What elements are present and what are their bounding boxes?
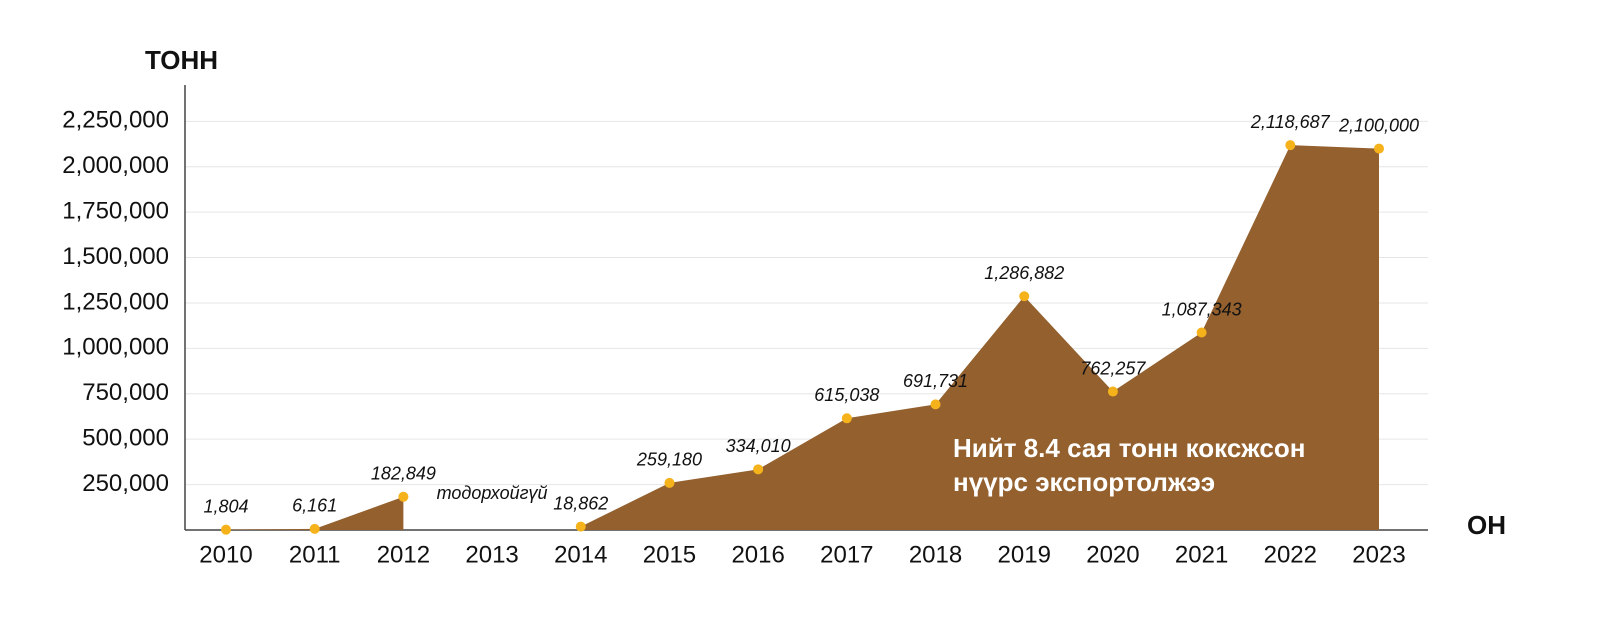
value-label: 2,118,687 — [1250, 112, 1331, 132]
note: нүүрс экспортолжээ — [953, 467, 1215, 497]
x-tick-label: 2016 — [731, 541, 784, 568]
x-tick-label: 2011 — [289, 541, 341, 568]
value-label: 334,010 — [726, 436, 791, 456]
data-point — [309, 523, 320, 534]
x-tick-label: 2017 — [820, 541, 873, 568]
value-label: 2,100,000 — [1338, 115, 1419, 135]
y-tick-label: 2,000,000 — [62, 152, 169, 179]
y-tick-label: 1,250,000 — [62, 288, 169, 315]
value-label: 182,849 — [371, 464, 436, 484]
y-tick-label: 2,250,000 — [62, 107, 169, 134]
value-label: 6,161 — [292, 496, 337, 516]
x-tick-label: 2018 — [909, 541, 962, 568]
x-tick-label: 2022 — [1264, 541, 1317, 568]
value-label: 18,862 — [553, 493, 608, 513]
data-point — [753, 464, 764, 475]
y-tick-label: 250,000 — [82, 470, 169, 497]
x-axis-label: ОН — [1467, 510, 1506, 540]
data-point — [841, 413, 852, 424]
x-tick-label: 2013 — [465, 541, 518, 568]
data-point — [398, 491, 409, 502]
data-point — [1019, 291, 1030, 302]
data-point — [1374, 143, 1384, 154]
value-label: 1,087,343 — [1162, 299, 1242, 319]
y-tick-label: 1,000,000 — [62, 334, 169, 361]
x-tick-label: 2023 — [1352, 541, 1405, 568]
value-label: 762,257 — [1080, 358, 1146, 378]
annotation: тодорхойгүй — [437, 483, 548, 503]
x-tick-label: 2015 — [643, 541, 696, 568]
data-point — [1196, 327, 1207, 338]
data-point — [930, 399, 941, 410]
x-tick-label: 2014 — [554, 541, 607, 568]
data-point — [664, 477, 675, 488]
note: Нийт 8.4 сая тонн коксжсон — [953, 433, 1305, 463]
area — [226, 496, 404, 530]
data-point — [1107, 386, 1118, 397]
value-label: 1,286,882 — [984, 263, 1064, 283]
y-tick-label: 750,000 — [82, 379, 169, 406]
y-tick-label: 500,000 — [82, 425, 169, 452]
y-tick-label: 1,750,000 — [62, 197, 169, 224]
x-tick-label: 2010 — [199, 541, 252, 568]
area — [580, 145, 1379, 531]
y-tick-label: 1,500,000 — [62, 243, 169, 270]
data-point — [1285, 140, 1296, 151]
x-tick-label: 2020 — [1086, 541, 1139, 568]
value-label: 615,038 — [814, 385, 879, 405]
x-tick-label: 2012 — [377, 541, 430, 568]
value-label: 691,731 — [903, 371, 968, 391]
x-tick-label: 2021 — [1175, 541, 1228, 568]
value-label: 259,180 — [636, 450, 702, 470]
value-label: 1,804 — [203, 496, 248, 516]
y-axis-label: ТОНН — [145, 45, 218, 75]
x-tick-label: 2019 — [998, 541, 1051, 568]
data-point — [221, 524, 231, 535]
data-point — [575, 521, 586, 532]
